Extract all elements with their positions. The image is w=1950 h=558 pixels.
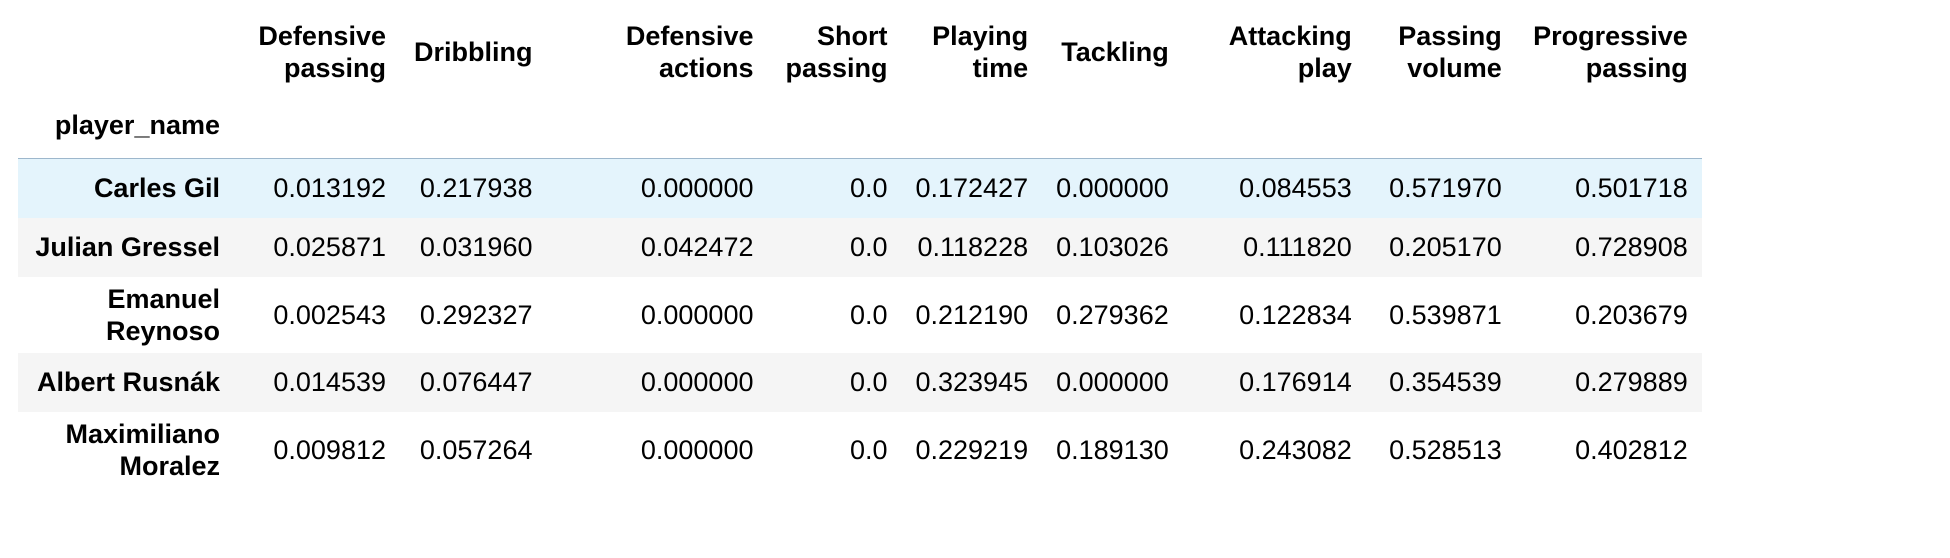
table-cell: 0.176914 [1239, 367, 1352, 397]
table-cell: 0.279889 [1575, 367, 1688, 397]
row-label: Albert Rusnák [36, 367, 220, 397]
table-cell: 0.212190 [915, 299, 1029, 330]
table-cell: 0.0 [849, 299, 888, 330]
table-cell: 0.025871 [273, 232, 386, 262]
table-cell: 0.205170 [1389, 232, 1502, 262]
index-name-label: player_name [18, 92, 234, 159]
table-cell: 0.000000 [640, 434, 754, 465]
table-cell: 0.728908 [1575, 232, 1688, 262]
table-cell: 0.0 [849, 173, 888, 204]
index-name-row: player_name [18, 92, 1702, 159]
table-cell: 0.057264 [419, 434, 533, 465]
table-cell: 0.354539 [1389, 367, 1502, 397]
column-header: Defensive actions [625, 21, 754, 83]
table-cell: 0.0 [849, 232, 888, 262]
table-cell: 0.279362 [1056, 299, 1169, 330]
table-cell: 0.323945 [915, 367, 1029, 397]
table-cell: 0.118228 [917, 232, 1029, 262]
table-row: Carles Gil 0.013192 0.217938 0.000000 0.… [18, 158, 1702, 218]
table-cell: 0.292327 [419, 299, 533, 330]
table-cell: 0.000000 [1056, 367, 1169, 397]
column-header: Tackling [1061, 37, 1169, 67]
row-label: Carles Gil [93, 173, 220, 204]
table-cell: 0.0 [849, 367, 888, 397]
table-cell: 0.243082 [1239, 434, 1352, 465]
table-cell: 0.217938 [419, 173, 533, 204]
table-cell: 0.402812 [1575, 434, 1688, 465]
table-cell: 0.084553 [1239, 173, 1352, 204]
table-row: Julian Gressel 0.025871 0.031960 0.04247… [18, 217, 1702, 277]
table-cell: 0.229219 [915, 434, 1029, 465]
blank-corner-cell [18, 12, 234, 92]
column-header: Defensive passing [258, 21, 386, 83]
table-cell: 0.002543 [273, 299, 386, 330]
table-cell: 0.571970 [1389, 173, 1502, 204]
table-body: Carles Gil 0.013192 0.217938 0.000000 0.… [18, 158, 1702, 488]
column-header-row: Defensive passing Dribbling Defensive acti… [18, 12, 1702, 92]
row-label: Julian Gressel [35, 232, 220, 262]
table-cell: 0.103026 [1056, 232, 1169, 262]
table-cell: 0.000000 [1056, 173, 1169, 204]
table-cell: 0.000000 [640, 173, 754, 204]
row-label: Maximiliano Moralez [65, 418, 220, 481]
table-cell: 0.000000 [640, 299, 754, 330]
column-header: Playing time [932, 21, 1029, 83]
table-cell: 0.013192 [273, 173, 386, 204]
table-cell: 0.042472 [640, 232, 754, 262]
table-cell: 0.122834 [1239, 299, 1352, 330]
column-header: Progressive passing [1533, 21, 1688, 83]
table-cell: 0.203679 [1575, 299, 1688, 330]
table-cell: 0.111820 [1243, 232, 1352, 262]
table-cell: 0.189130 [1056, 434, 1169, 465]
table-cell: 0.009812 [273, 434, 386, 465]
table-cell: 0.014539 [273, 367, 386, 397]
column-header: Dribbling [414, 37, 533, 67]
table-cell: 0.539871 [1389, 299, 1502, 330]
table-cell: 0.000000 [640, 367, 754, 397]
table-cell: 0.0 [849, 434, 888, 465]
column-header: Short passing [785, 21, 888, 83]
table-cell: 0.076447 [419, 367, 533, 397]
table-row: Maximiliano Moralez 0.009812 0.057264 0.0… [18, 411, 1702, 488]
dataframe-table: Defensive passing Dribbling Defensive acti… [18, 12, 1702, 488]
table-header: Defensive passing Dribbling Defensive acti… [18, 12, 1702, 159]
table-cell: 0.528513 [1389, 434, 1502, 465]
table-row: Albert Rusnák 0.014539 0.076447 0.000000… [18, 352, 1702, 412]
table-cell: 0.031960 [419, 232, 533, 262]
column-header: Attacking play [1228, 21, 1352, 83]
table-cell: 0.501718 [1575, 173, 1688, 204]
dataframe-output: Defensive passing Dribbling Defensive acti… [18, 12, 1702, 488]
row-label: Emanuel Reynoso [105, 283, 220, 346]
table-row: Emanuel Reynoso 0.002543 0.292327 0.00000… [18, 276, 1702, 353]
column-header: Passing volume [1398, 21, 1502, 83]
table-cell: 0.172427 [915, 173, 1029, 204]
